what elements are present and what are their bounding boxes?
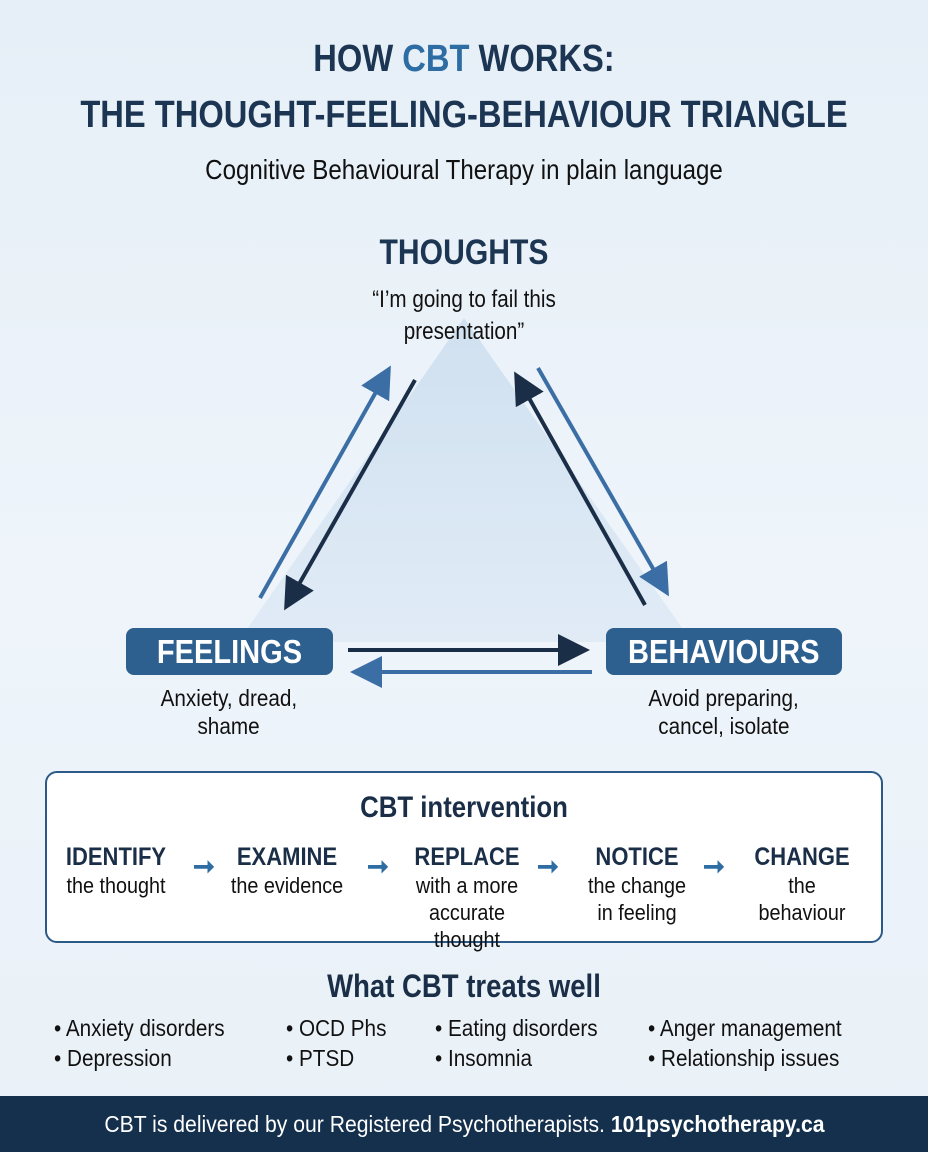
treats-item: • Eating disorders — [435, 1015, 598, 1041]
arrow-feelings-to-thoughts — [258, 365, 391, 599]
treats-title: What CBT treats well — [327, 968, 601, 1004]
triangle-shape — [238, 318, 692, 642]
treats-item: • Anxiety disorders — [54, 1015, 225, 1041]
step-identify: IDENTIFY the thought — [65, 843, 167, 898]
thoughts-example-1: “I’m going to fail this — [372, 286, 556, 313]
treats-item: • Depression — [54, 1045, 172, 1071]
step-replace: REPLACE with a more accurate thought — [414, 843, 520, 952]
feelings-example: Anxiety, dread, shame — [160, 685, 298, 739]
triangle-diagram — [238, 318, 692, 688]
arrow-right-icon: ➞ — [367, 851, 389, 881]
step-notice: NOTICE the change in feeling — [588, 843, 686, 925]
feelings-label: FEELINGS — [126, 628, 333, 675]
footer: CBT is delivered by our Registered Psych… — [0, 1096, 928, 1152]
treats-item: • Anger management — [648, 1015, 842, 1041]
thoughts-example-2: presentation” — [403, 318, 525, 345]
arrow-right-icon: ➞ — [703, 851, 725, 881]
treats-item: • PTSD — [286, 1045, 355, 1071]
intervention-title: CBT intervention — [360, 791, 568, 824]
intervention-box: CBT intervention IDENTIFY the thought ➞ E… — [45, 771, 883, 952]
title-accent: CBT — [402, 38, 470, 80]
treats-item: • Insomnia — [435, 1045, 533, 1071]
behaviours-label: BEHAVIOURS — [606, 628, 842, 675]
subtitle: Cognitive Behavioural Therapy in plain l… — [205, 154, 723, 185]
thoughts-label: THOUGHTS — [379, 233, 549, 272]
step-change: CHANGE the behaviour — [754, 843, 850, 925]
title-line1: HOW CBT WORKS: — [313, 38, 615, 80]
footer-text: CBT is delivered by our Registered Psych… — [103, 1110, 611, 1137]
footer-site-link[interactable]: 101psychotherapy.ca — [610, 1110, 825, 1137]
arrow-right-icon: ➞ — [193, 851, 215, 881]
title-line2: THE THOUGHT-FEELING-BEHAVIOUR TRIANGLE — [80, 94, 848, 136]
arrow-behaviours-to-thoughts — [514, 371, 647, 606]
behaviours-example: Avoid preparing, cancel, isolate — [648, 685, 800, 739]
arrow-thoughts-to-behaviours — [536, 367, 669, 597]
arrow-thoughts-to-feelings — [284, 379, 417, 611]
step-examine: EXAMINE the evidence — [230, 843, 344, 898]
treats-item: • Relationship issues — [648, 1045, 840, 1071]
treats-item: • OCD Phs — [286, 1015, 387, 1041]
arrow-right-icon: ➞ — [537, 851, 559, 881]
